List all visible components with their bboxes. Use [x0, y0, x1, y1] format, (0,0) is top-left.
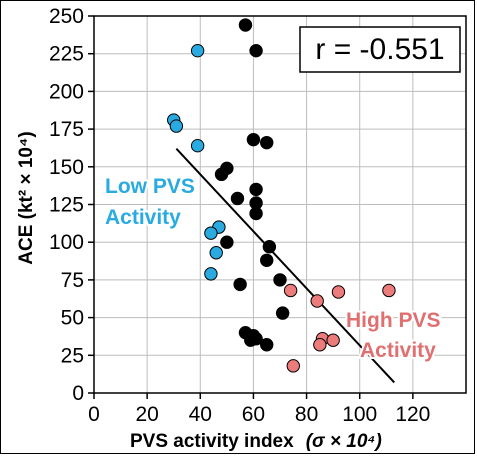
y-tick-label: 175	[49, 118, 84, 141]
x-tick-label: 120	[395, 403, 430, 426]
data-point-high	[331, 285, 346, 299]
low-annotation-line-2: Activity	[105, 206, 181, 229]
data-point-mid	[249, 206, 263, 221]
data-point-high	[283, 283, 298, 298]
axis-ticks: 0 20 40 60 80 100 120 0 25 50 75 100 125 150 175 200 225…	[49, 5, 430, 426]
y-tick-label: 50	[61, 307, 84, 330]
data-point-high	[326, 333, 340, 347]
data-point-mid	[260, 253, 274, 267]
data-point-mid	[273, 273, 287, 287]
data-point-mid	[249, 182, 263, 197]
data-point-low	[169, 119, 184, 133]
data-point-high	[313, 338, 327, 352]
data-points	[167, 18, 396, 373]
y-tick-label: 125	[49, 194, 84, 217]
data-point-low	[190, 138, 205, 153]
y-tick-label: 100	[49, 231, 84, 254]
y-tick-label: 25	[61, 344, 84, 367]
data-point-mid	[262, 240, 277, 254]
low-annotation-line-1: Low PVS	[105, 175, 195, 198]
data-point-low	[204, 226, 218, 240]
data-point-mid	[275, 306, 290, 320]
high-annotation-line-2: Activity	[360, 339, 436, 362]
y-tick-label: 225	[49, 43, 84, 66]
data-point-mid	[238, 18, 253, 32]
low-activity-annotation: Low PVS Activity	[103, 173, 197, 231]
regression-line	[175, 148, 395, 384]
data-point-mid	[260, 338, 274, 352]
data-point-high	[310, 294, 324, 308]
y-tick-label: 150	[49, 156, 84, 179]
correlation-box: r = -0.551	[299, 26, 461, 73]
data-point-mid	[249, 43, 263, 58]
x-tick-label: 100	[342, 403, 377, 426]
data-point-mid	[220, 161, 234, 176]
y-tick-label: 200	[49, 80, 84, 103]
x-tick-label: 40	[189, 403, 212, 426]
data-point-mid	[246, 132, 261, 147]
x-tick-label: 80	[295, 403, 318, 426]
data-point-low	[204, 267, 218, 281]
data-point-mid	[233, 277, 247, 292]
data-point-mid	[230, 191, 245, 206]
data-point-mid	[249, 332, 263, 346]
y-tick-label: 75	[61, 269, 84, 292]
high-activity-annotation: High PVS Activity	[344, 307, 443, 364]
data-point-mid	[220, 235, 234, 249]
x-tick-label: 20	[135, 403, 158, 426]
data-point-low	[209, 246, 223, 260]
high-annotation-line-1: High PVS	[346, 309, 441, 332]
data-point-mid	[260, 135, 274, 150]
y-tick-label: 0	[72, 382, 84, 405]
y-tick-label: 250	[49, 5, 84, 28]
x-tick-label: 60	[242, 403, 265, 426]
x-axis-title: PVS activity index (σ × 10⁴)	[130, 431, 382, 452]
data-point-high	[382, 283, 396, 298]
data-point-low	[190, 43, 205, 58]
y-axis-title: ACE (kt² × 10⁴)	[16, 131, 37, 264]
x-tick-label: 0	[88, 403, 100, 426]
correlation-label: r = -0.551	[315, 33, 444, 66]
data-point-high	[286, 359, 300, 373]
